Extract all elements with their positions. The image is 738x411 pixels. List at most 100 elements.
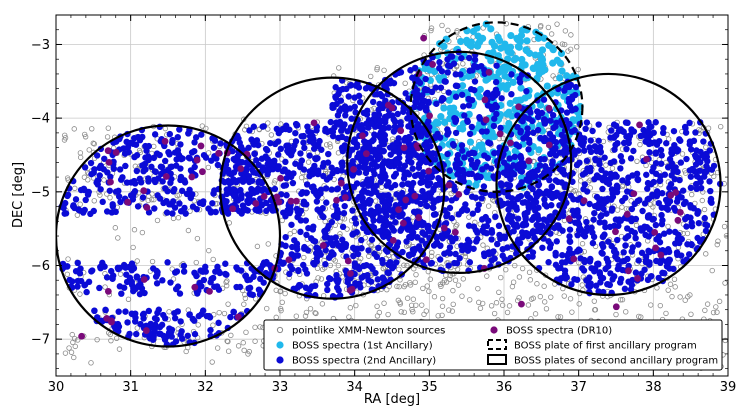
- second-ancillary-point: [422, 75, 429, 83]
- dr10-point: [112, 149, 120, 156]
- second-ancillary-point: [507, 175, 514, 183]
- second-ancillary-point: [561, 87, 568, 94]
- second-ancillary-point: [513, 204, 520, 211]
- second-ancillary-point: [361, 138, 368, 145]
- dr10-point: [193, 156, 201, 164]
- second-ancillary-point: [697, 184, 705, 192]
- second-ancillary-point: [465, 222, 473, 229]
- second-ancillary-point: [596, 174, 603, 181]
- second-ancillary-point: [377, 173, 384, 180]
- xmm-source-point: [657, 302, 664, 309]
- second-ancillary-point: [445, 262, 452, 269]
- second-ancillary-point: [674, 195, 682, 202]
- xmm-source-point: [527, 277, 534, 283]
- second-ancillary-point: [548, 183, 556, 190]
- second-ancillary-point: [629, 172, 636, 179]
- second-ancillary-point: [689, 165, 696, 173]
- second-ancillary-point: [692, 129, 699, 136]
- xmm-source-point: [139, 229, 146, 236]
- second-ancillary-point: [217, 140, 224, 147]
- xmm-source-point: [69, 331, 75, 338]
- second-ancillary-point: [613, 188, 621, 196]
- second-ancillary-point: [200, 198, 207, 205]
- second-ancillary-point: [491, 149, 498, 157]
- second-ancillary-point: [533, 221, 540, 229]
- second-ancillary-point: [162, 185, 169, 192]
- second-ancillary-point: [288, 243, 296, 251]
- second-ancillary-point: [445, 89, 452, 96]
- second-ancillary-point: [557, 264, 564, 272]
- xmm-source-point: [677, 294, 683, 300]
- second-ancillary-point: [306, 152, 313, 159]
- first-ancillary-point: [497, 44, 505, 52]
- second-ancillary-point: [498, 182, 505, 189]
- dr10-point: [197, 142, 205, 150]
- second-ancillary-point: [472, 227, 480, 234]
- second-ancillary-point: [87, 159, 95, 167]
- second-ancillary-point: [424, 182, 432, 189]
- dr10-point: [676, 208, 684, 216]
- second-ancillary-point: [186, 155, 193, 162]
- second-ancillary-point: [321, 233, 329, 241]
- second-ancillary-point: [587, 255, 594, 263]
- second-ancillary-point: [205, 312, 213, 320]
- xmm-source-point: [71, 354, 77, 361]
- second-ancillary-point: [97, 186, 104, 193]
- second-ancillary-point: [489, 94, 496, 101]
- xmm-source-point: [271, 180, 278, 186]
- xmm-source-point: [151, 196, 157, 203]
- first-ancillary-point: [467, 38, 475, 46]
- first-ancillary-point: [530, 64, 538, 73]
- second-ancillary-point: [514, 195, 522, 203]
- second-ancillary-point: [583, 119, 591, 126]
- second-ancillary-point: [61, 210, 68, 217]
- xmm-source-point: [209, 359, 215, 365]
- second-ancillary-point: [589, 239, 597, 247]
- dr10-point: [346, 270, 354, 277]
- xmm-source-point: [374, 66, 380, 73]
- second-ancillary-point: [524, 177, 531, 184]
- second-ancillary-point: [508, 71, 515, 78]
- second-ancillary-point: [74, 259, 82, 267]
- second-ancillary-point: [347, 81, 355, 89]
- second-ancillary-point: [529, 117, 536, 125]
- xmm-source-point: [534, 281, 540, 287]
- second-ancillary-point: [169, 136, 176, 144]
- xmm-source-point: [272, 178, 278, 184]
- second-ancillary-plate: [219, 76, 446, 300]
- second-ancillary-point: [599, 233, 607, 241]
- second-ancillary-point: [129, 196, 137, 203]
- second-ancillary-point: [552, 152, 560, 159]
- second-ancillary-point: [646, 226, 653, 233]
- dr10-point: [636, 121, 643, 129]
- second-ancillary-point: [492, 78, 500, 86]
- second-ancillary-point: [433, 100, 440, 107]
- second-ancillary-point: [368, 120, 376, 127]
- dr10-point: [143, 204, 151, 211]
- second-ancillary-point: [513, 141, 520, 148]
- second-ancillary-point: [153, 280, 161, 287]
- dr10-point: [652, 244, 660, 252]
- xmm-source-point: [225, 348, 232, 354]
- second-ancillary-point: [526, 194, 534, 202]
- second-ancillary-point: [414, 234, 421, 241]
- second-ancillary-point: [288, 221, 295, 228]
- second-ancillary-point: [115, 308, 122, 315]
- xmm-source-point: [454, 28, 460, 34]
- second-ancillary-point: [321, 227, 328, 235]
- second-ancillary-point: [259, 123, 266, 130]
- first-ancillary-point: [440, 118, 449, 126]
- second-ancillary-point: [634, 197, 641, 205]
- second-ancillary-point: [397, 119, 404, 126]
- xmm-source-point: [428, 25, 435, 31]
- first-ancillary-point: [538, 67, 547, 75]
- xmm-source-point: [347, 305, 354, 311]
- xmm-source-point: [455, 282, 462, 288]
- dr10-point: [234, 313, 242, 321]
- second-ancillary-point: [341, 202, 348, 210]
- dr10-point: [333, 196, 340, 204]
- xmm-source-point: [72, 185, 78, 192]
- xmm-source-point: [332, 258, 338, 264]
- xmm-source-point: [216, 309, 222, 316]
- second-ancillary-point: [414, 171, 422, 178]
